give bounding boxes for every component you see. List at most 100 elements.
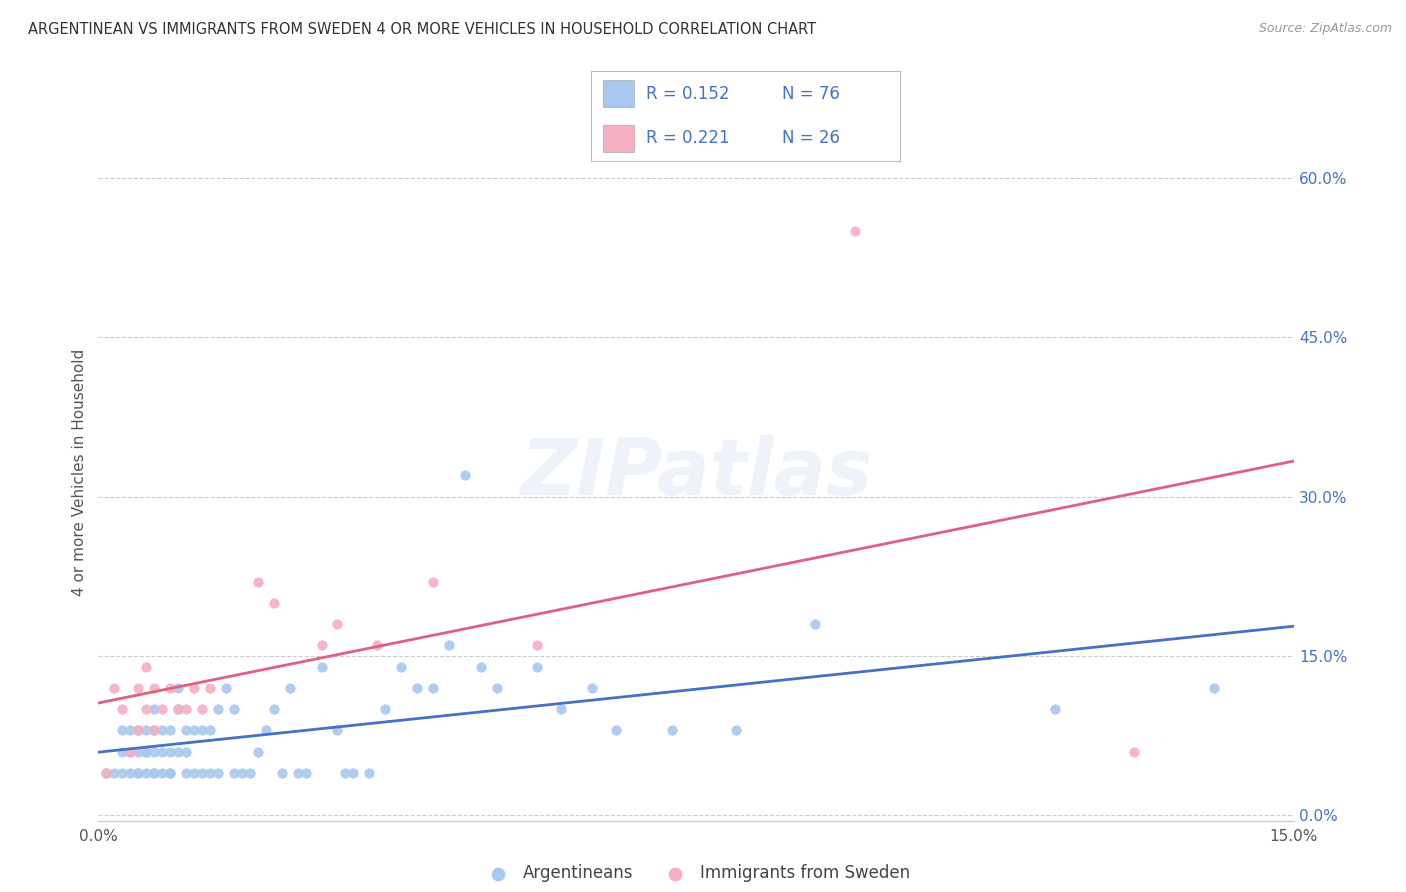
Point bbox=[191, 723, 214, 738]
Point bbox=[127, 765, 149, 780]
Point bbox=[526, 659, 548, 673]
Point bbox=[143, 765, 166, 780]
Point bbox=[804, 617, 827, 632]
Point bbox=[150, 745, 173, 759]
Point bbox=[127, 723, 149, 738]
Point bbox=[167, 702, 190, 716]
Point bbox=[120, 765, 142, 780]
Point bbox=[167, 702, 190, 716]
Point bbox=[311, 659, 333, 673]
Point bbox=[198, 681, 221, 695]
Point bbox=[174, 745, 197, 759]
Point bbox=[150, 765, 173, 780]
Point bbox=[366, 639, 388, 653]
Point bbox=[159, 723, 181, 738]
Point bbox=[135, 702, 157, 716]
Point bbox=[422, 574, 444, 589]
Point bbox=[406, 681, 429, 695]
Point bbox=[326, 723, 349, 738]
Point bbox=[422, 681, 444, 695]
Point bbox=[222, 765, 245, 780]
Point bbox=[167, 681, 190, 695]
Point bbox=[605, 723, 627, 738]
Point bbox=[120, 723, 142, 738]
Point bbox=[485, 681, 508, 695]
Point bbox=[239, 765, 262, 780]
Point bbox=[1202, 681, 1225, 695]
Point bbox=[581, 681, 603, 695]
Point bbox=[150, 723, 173, 738]
Point bbox=[270, 765, 292, 780]
Point bbox=[111, 745, 134, 759]
Point bbox=[263, 702, 285, 716]
Point bbox=[191, 765, 214, 780]
Point bbox=[127, 745, 149, 759]
Point bbox=[167, 745, 190, 759]
Point bbox=[150, 702, 173, 716]
Point bbox=[526, 639, 548, 653]
Point bbox=[359, 765, 381, 780]
Point bbox=[111, 723, 134, 738]
Point bbox=[143, 765, 166, 780]
Text: ZIPatlas: ZIPatlas bbox=[520, 434, 872, 511]
Point bbox=[183, 681, 205, 695]
Point bbox=[231, 765, 253, 780]
Point bbox=[550, 702, 572, 716]
Text: R = 0.221: R = 0.221 bbox=[647, 129, 730, 147]
Point bbox=[246, 574, 269, 589]
Point bbox=[198, 765, 221, 780]
Point bbox=[374, 702, 396, 716]
Point bbox=[389, 659, 412, 673]
Point bbox=[222, 702, 245, 716]
Legend: Argentineans, Immigrants from Sweden: Argentineans, Immigrants from Sweden bbox=[475, 857, 917, 888]
Point bbox=[326, 617, 349, 632]
Point bbox=[207, 702, 229, 716]
Point bbox=[143, 681, 166, 695]
Point bbox=[174, 702, 197, 716]
Point bbox=[724, 723, 747, 738]
Text: R = 0.152: R = 0.152 bbox=[647, 85, 730, 103]
Point bbox=[174, 765, 197, 780]
Point bbox=[135, 745, 157, 759]
Point bbox=[246, 745, 269, 759]
Point bbox=[278, 681, 301, 695]
Point bbox=[311, 639, 333, 653]
Point bbox=[183, 765, 205, 780]
Point bbox=[111, 702, 134, 716]
Point bbox=[127, 723, 149, 738]
Point bbox=[159, 745, 181, 759]
Point bbox=[135, 765, 157, 780]
Point bbox=[135, 745, 157, 759]
Point bbox=[159, 765, 181, 780]
Point bbox=[191, 702, 214, 716]
Point bbox=[143, 723, 166, 738]
Point bbox=[263, 596, 285, 610]
Point bbox=[103, 765, 125, 780]
Point bbox=[143, 723, 166, 738]
Point bbox=[1043, 702, 1066, 716]
Point bbox=[127, 765, 149, 780]
Point bbox=[1123, 745, 1146, 759]
Point bbox=[437, 639, 460, 653]
FancyBboxPatch shape bbox=[603, 80, 634, 107]
Point bbox=[207, 765, 229, 780]
Point bbox=[96, 765, 118, 780]
Y-axis label: 4 or more Vehicles in Household: 4 or more Vehicles in Household bbox=[72, 349, 87, 597]
Point bbox=[335, 765, 357, 780]
Point bbox=[661, 723, 683, 738]
Point bbox=[103, 681, 125, 695]
Point bbox=[159, 681, 181, 695]
Point bbox=[454, 468, 477, 483]
Point bbox=[254, 723, 277, 738]
Point bbox=[135, 659, 157, 673]
Point bbox=[287, 765, 309, 780]
Text: Source: ZipAtlas.com: Source: ZipAtlas.com bbox=[1258, 22, 1392, 36]
Point bbox=[294, 765, 316, 780]
Text: N = 26: N = 26 bbox=[782, 129, 841, 147]
Point bbox=[143, 702, 166, 716]
Point bbox=[470, 659, 492, 673]
Point bbox=[120, 745, 142, 759]
Point bbox=[159, 765, 181, 780]
Point bbox=[215, 681, 238, 695]
FancyBboxPatch shape bbox=[603, 125, 634, 152]
